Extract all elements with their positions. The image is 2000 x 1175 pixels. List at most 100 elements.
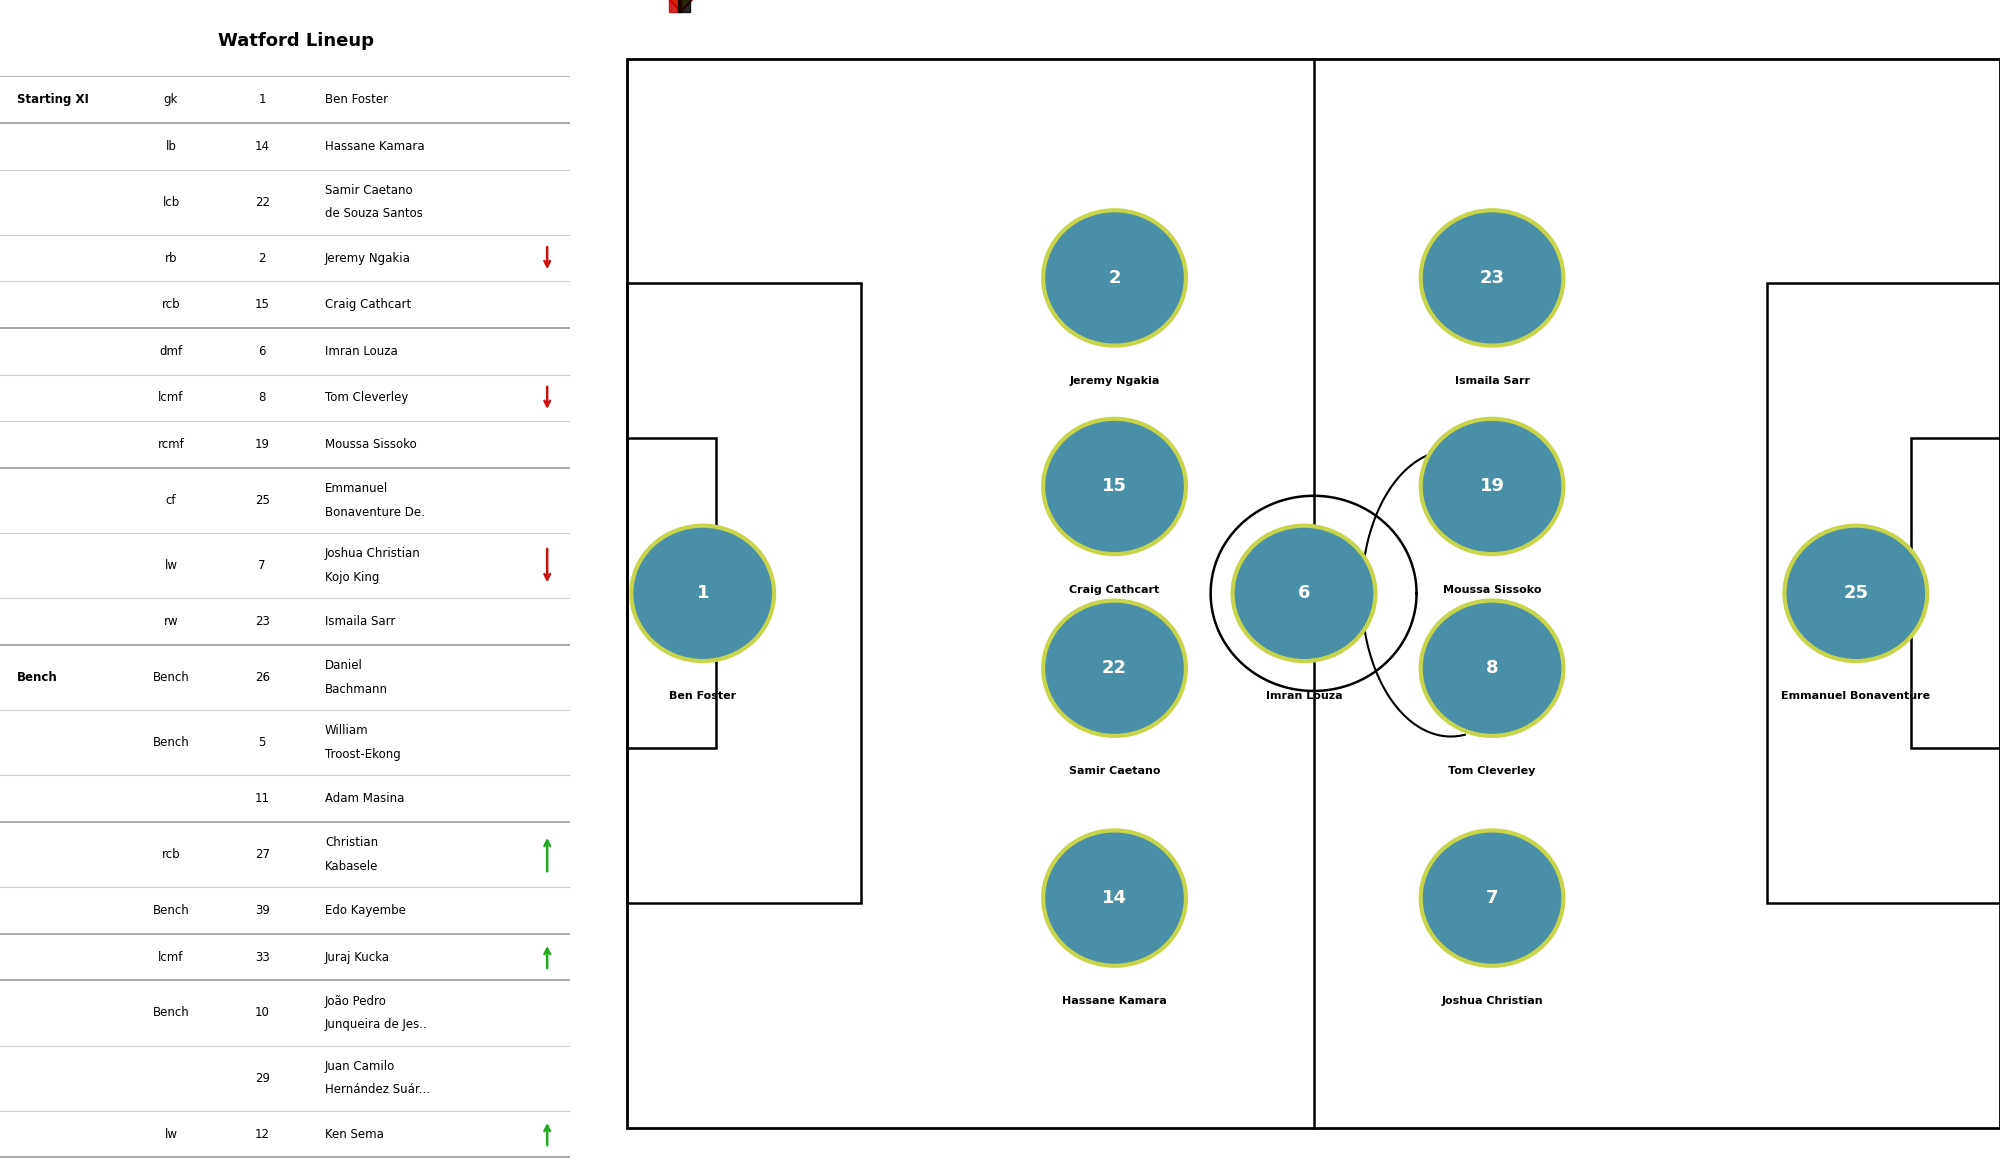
Text: rw: rw — [164, 615, 178, 627]
Text: Ken Sema: Ken Sema — [324, 1128, 384, 1141]
Text: rcb: rcb — [162, 298, 180, 311]
Ellipse shape — [1420, 418, 1564, 555]
Text: Craig Cathcart: Craig Cathcart — [324, 298, 412, 311]
Text: Jeremy Ngakia: Jeremy Ngakia — [324, 251, 410, 264]
Text: Ismaila Sarr: Ismaila Sarr — [1454, 376, 1530, 387]
Text: Craig Cathcart: Craig Cathcart — [1070, 585, 1160, 595]
Text: rb: rb — [164, 251, 178, 264]
Ellipse shape — [1420, 831, 1564, 966]
Text: 15: 15 — [1102, 477, 1128, 496]
Text: 26: 26 — [254, 671, 270, 684]
Text: 1: 1 — [696, 584, 708, 603]
Text: Juan Camilo: Juan Camilo — [324, 1060, 396, 1073]
Text: lcmf: lcmf — [158, 391, 184, 404]
Text: Watford Lineup: Watford Lineup — [218, 32, 374, 51]
Text: Starting XI: Starting XI — [18, 93, 88, 106]
Text: 8: 8 — [258, 391, 266, 404]
Ellipse shape — [1044, 210, 1186, 345]
Text: Christian: Christian — [324, 837, 378, 850]
Text: Ben Foster: Ben Foster — [324, 93, 388, 106]
Text: William: William — [324, 725, 368, 738]
Ellipse shape — [1232, 525, 1376, 662]
Text: Bench: Bench — [152, 1007, 190, 1020]
Text: 23: 23 — [1480, 269, 1504, 287]
Text: Joshua Christian: Joshua Christian — [1442, 996, 1542, 1006]
Text: 7: 7 — [1486, 889, 1498, 907]
Text: lw: lw — [164, 1128, 178, 1141]
Text: 33: 33 — [254, 951, 270, 963]
Text: cf: cf — [166, 494, 176, 506]
Text: 7: 7 — [258, 559, 266, 572]
Polygon shape — [670, 0, 680, 12]
Text: Kojo King: Kojo King — [324, 571, 380, 584]
Text: lcb: lcb — [162, 196, 180, 209]
Bar — [1910, 438, 2000, 748]
Text: 22: 22 — [1102, 659, 1128, 677]
Text: 8: 8 — [1486, 659, 1498, 677]
Text: 29: 29 — [254, 1072, 270, 1085]
Text: Emmanuel: Emmanuel — [324, 482, 388, 495]
Text: Bench: Bench — [18, 671, 58, 684]
Text: Juraj Kucka: Juraj Kucka — [324, 951, 390, 963]
Text: João Pedro: João Pedro — [324, 995, 386, 1008]
Text: Bonaventure De.: Bonaventure De. — [324, 505, 424, 518]
Text: Bench: Bench — [152, 737, 190, 750]
Text: rcmf: rcmf — [158, 438, 184, 451]
Text: 14: 14 — [254, 140, 270, 153]
Bar — [628, 438, 716, 748]
Text: 12: 12 — [254, 1128, 270, 1141]
Text: 6: 6 — [1298, 584, 1310, 603]
Bar — [628, 283, 860, 904]
Text: Moussa Sissoko: Moussa Sissoko — [324, 438, 416, 451]
Ellipse shape — [1044, 600, 1186, 736]
Text: gk: gk — [164, 93, 178, 106]
Text: Bench: Bench — [152, 671, 190, 684]
Text: Jeremy Ngakia: Jeremy Ngakia — [1070, 376, 1160, 387]
Text: Ismaila Sarr: Ismaila Sarr — [324, 615, 396, 627]
Text: Tom Cleverley: Tom Cleverley — [324, 391, 408, 404]
Text: 2: 2 — [1108, 269, 1120, 287]
Text: Adam Masina: Adam Masina — [324, 792, 404, 805]
Text: de Souza Santos: de Souza Santos — [324, 208, 422, 221]
Text: Edo Kayembe: Edo Kayembe — [324, 904, 406, 916]
Bar — [1766, 283, 2000, 904]
Ellipse shape — [1420, 600, 1564, 736]
Text: Troost-Ekong: Troost-Ekong — [324, 748, 400, 761]
Text: Moussa Sissoko: Moussa Sissoko — [1442, 585, 1542, 595]
Polygon shape — [678, 0, 690, 12]
Text: 10: 10 — [254, 1007, 270, 1020]
Text: Samir Caetano: Samir Caetano — [1068, 766, 1160, 777]
Ellipse shape — [632, 525, 774, 662]
Text: lw: lw — [164, 559, 178, 572]
Text: Hassane Kamara: Hassane Kamara — [1062, 996, 1166, 1006]
Text: dmf: dmf — [160, 344, 182, 357]
Text: 39: 39 — [254, 904, 270, 916]
Text: Hassane Kamara: Hassane Kamara — [324, 140, 424, 153]
Text: 22: 22 — [254, 196, 270, 209]
Text: Imran Louza: Imran Louza — [1266, 692, 1342, 701]
Text: 27: 27 — [254, 848, 270, 861]
Text: 25: 25 — [1844, 584, 1868, 603]
Text: Bench: Bench — [152, 904, 190, 916]
Text: Junqueira de Jes..: Junqueira de Jes.. — [324, 1019, 428, 1032]
Text: Daniel: Daniel — [324, 659, 362, 672]
Text: Imran Louza: Imran Louza — [324, 344, 398, 357]
Ellipse shape — [1044, 418, 1186, 555]
Text: Emmanuel Bonaventure: Emmanuel Bonaventure — [1782, 692, 1930, 701]
Text: 14: 14 — [1102, 889, 1128, 907]
Text: Hernández Suár...: Hernández Suár... — [324, 1083, 430, 1096]
Text: 6: 6 — [258, 344, 266, 357]
Text: Bachmann: Bachmann — [324, 683, 388, 696]
Text: 11: 11 — [254, 792, 270, 805]
Text: 2: 2 — [258, 251, 266, 264]
Text: 19: 19 — [254, 438, 270, 451]
Text: Ben Foster: Ben Foster — [670, 692, 736, 701]
Text: 15: 15 — [254, 298, 270, 311]
Ellipse shape — [1044, 831, 1186, 966]
Text: Kabasele: Kabasele — [324, 860, 378, 873]
Text: lcmf: lcmf — [158, 951, 184, 963]
Text: Tom Cleverley: Tom Cleverley — [1448, 766, 1536, 777]
Text: 25: 25 — [254, 494, 270, 506]
Text: 19: 19 — [1480, 477, 1504, 496]
Text: 1: 1 — [258, 93, 266, 106]
